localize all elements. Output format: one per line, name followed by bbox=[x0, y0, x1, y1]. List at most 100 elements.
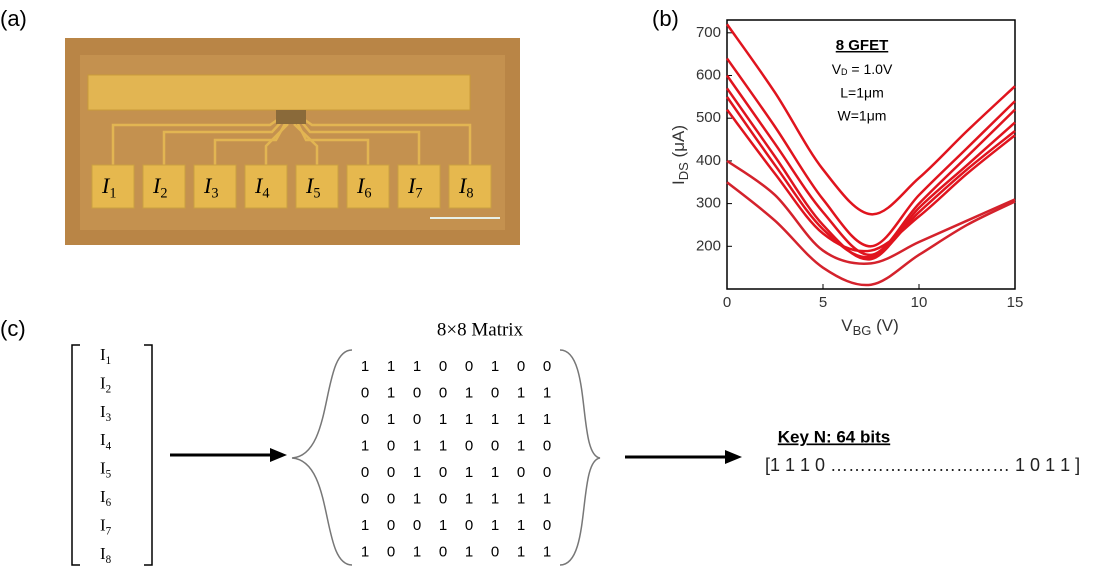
matrix-cell: 1 bbox=[361, 543, 369, 560]
vector-entry-subscript: 4 bbox=[106, 440, 112, 452]
arrow-head bbox=[725, 450, 742, 464]
matrix-cell: 1 bbox=[465, 464, 473, 481]
annotation-vd: VD = 1.0V bbox=[832, 61, 893, 78]
pad-label-subscript: 4 bbox=[262, 186, 269, 202]
matrix-cell: 1 bbox=[439, 437, 447, 454]
matrix-cell: 1 bbox=[491, 411, 499, 428]
y-tick-label: 300 bbox=[696, 195, 721, 212]
matrix-cell: 1 bbox=[413, 437, 421, 454]
vector-entry: I4 bbox=[100, 430, 112, 452]
channel-area bbox=[276, 110, 306, 124]
left-brace bbox=[292, 350, 352, 565]
annotation-width: W=1μm bbox=[838, 108, 887, 124]
matrix-cell: 0 bbox=[439, 384, 447, 401]
matrix-cell: 0 bbox=[517, 358, 525, 375]
matrix-cell: 0 bbox=[361, 464, 369, 481]
y-tick-label: 500 bbox=[696, 109, 721, 126]
x-tick-label: 15 bbox=[1007, 294, 1024, 311]
matrix-cell: 0 bbox=[387, 517, 395, 534]
matrix-cell: 1 bbox=[543, 384, 551, 401]
y-tick-label: 200 bbox=[696, 237, 721, 254]
matrix-cell: 1 bbox=[387, 358, 395, 375]
panel-label: (c) bbox=[0, 316, 26, 341]
curve bbox=[727, 161, 1015, 264]
pad-label-subscript: 2 bbox=[160, 186, 167, 202]
matrix-cell: 1 bbox=[543, 490, 551, 507]
matrix-cell: 1 bbox=[491, 358, 499, 375]
vector-entry: I3 bbox=[100, 402, 112, 424]
right-brace bbox=[560, 350, 600, 565]
matrix-cell: 1 bbox=[517, 490, 525, 507]
panel-label: (b) bbox=[652, 6, 679, 31]
matrix-cell: 0 bbox=[439, 490, 447, 507]
matrix-cell: 0 bbox=[413, 384, 421, 401]
matrix-cell: 0 bbox=[361, 490, 369, 507]
annotation-length: L=1μm bbox=[840, 85, 883, 101]
matrix-cell: 0 bbox=[387, 490, 395, 507]
y-axis-label: IDS (μA) bbox=[669, 125, 691, 185]
matrix-cell: 0 bbox=[465, 358, 473, 375]
matrix-cell: 0 bbox=[491, 437, 499, 454]
matrix-cell: 1 bbox=[439, 517, 447, 534]
arrow-head bbox=[270, 448, 287, 462]
matrix-cell: 0 bbox=[517, 464, 525, 481]
matrix-cell: 1 bbox=[543, 411, 551, 428]
vector-entry-subscript: 3 bbox=[106, 411, 112, 423]
matrix-cell: 0 bbox=[361, 411, 369, 428]
matrix-cell: 0 bbox=[543, 437, 551, 454]
vector-entry-subscript: 7 bbox=[106, 525, 112, 537]
matrix-cell: 1 bbox=[517, 437, 525, 454]
vector-entry: I8 bbox=[100, 544, 112, 566]
matrix-cell: 1 bbox=[543, 543, 551, 560]
key-value: [1 1 1 0 ………………………… 1 0 1 1 ] bbox=[765, 455, 1080, 475]
x-axis-label-unit: (V) bbox=[871, 316, 898, 335]
vector-entry-subscript: 8 bbox=[106, 553, 112, 565]
y-axis-label-sub: DS bbox=[676, 162, 691, 180]
figure: (a)(b)(c)I1I2I3I4I5I6I7I8200300400500600… bbox=[0, 0, 1112, 568]
matrix-cell: 1 bbox=[517, 543, 525, 560]
pad-label-subscript: 5 bbox=[313, 186, 320, 202]
vector-entry: I6 bbox=[100, 487, 112, 509]
matrix-cell: 1 bbox=[387, 411, 395, 428]
x-tick-label: 5 bbox=[819, 294, 827, 311]
matrix-cell: 1 bbox=[361, 517, 369, 534]
x-axis-label-sub: BG bbox=[853, 323, 872, 338]
matrix-cell: 0 bbox=[543, 358, 551, 375]
matrix-cell: 0 bbox=[543, 464, 551, 481]
vector-brackets bbox=[72, 345, 152, 565]
matrix-cell: 0 bbox=[439, 464, 447, 481]
matrix-cell: 1 bbox=[361, 358, 369, 375]
matrix-title: 8×8 Matrix bbox=[437, 319, 524, 340]
pad-label-subscript: 7 bbox=[415, 186, 422, 202]
x-axis-label: VBG (V) bbox=[841, 316, 899, 338]
matrix-cell: 1 bbox=[413, 543, 421, 560]
matrix-cell: 0 bbox=[465, 437, 473, 454]
y-tick-label: 600 bbox=[696, 66, 721, 83]
matrix-cell: 0 bbox=[543, 517, 551, 534]
vector-entry-subscript: 6 bbox=[106, 497, 112, 509]
curve bbox=[727, 110, 1015, 252]
matrix-cell: 1 bbox=[517, 384, 525, 401]
matrix-cell: 0 bbox=[387, 464, 395, 481]
vector-entry-subscript: 2 bbox=[106, 383, 112, 395]
vector-entry: I7 bbox=[100, 515, 112, 537]
matrix-cell: 1 bbox=[517, 517, 525, 534]
pad-label-subscript: 6 bbox=[364, 186, 371, 202]
matrix-cell: 1 bbox=[361, 437, 369, 454]
matrix-cell: 0 bbox=[491, 543, 499, 560]
matrix-cell: 1 bbox=[491, 464, 499, 481]
y-tick-label: 400 bbox=[696, 152, 721, 169]
matrix-cell: 1 bbox=[387, 384, 395, 401]
vector-entry: I1 bbox=[100, 345, 111, 367]
matrix-cell: 1 bbox=[413, 464, 421, 481]
matrix-cell: 1 bbox=[517, 411, 525, 428]
matrix-cell: 1 bbox=[465, 490, 473, 507]
matrix-cell: 0 bbox=[439, 543, 447, 560]
y-tick-label: 700 bbox=[696, 24, 721, 41]
vector-entry: I5 bbox=[100, 459, 112, 481]
curve bbox=[727, 182, 1015, 285]
x-axis-label-main: V bbox=[841, 316, 853, 335]
annotation-title: 8 GFET bbox=[836, 37, 889, 54]
matrix-cell: 0 bbox=[465, 517, 473, 534]
key-title: Key N: 64 bits bbox=[778, 427, 890, 446]
